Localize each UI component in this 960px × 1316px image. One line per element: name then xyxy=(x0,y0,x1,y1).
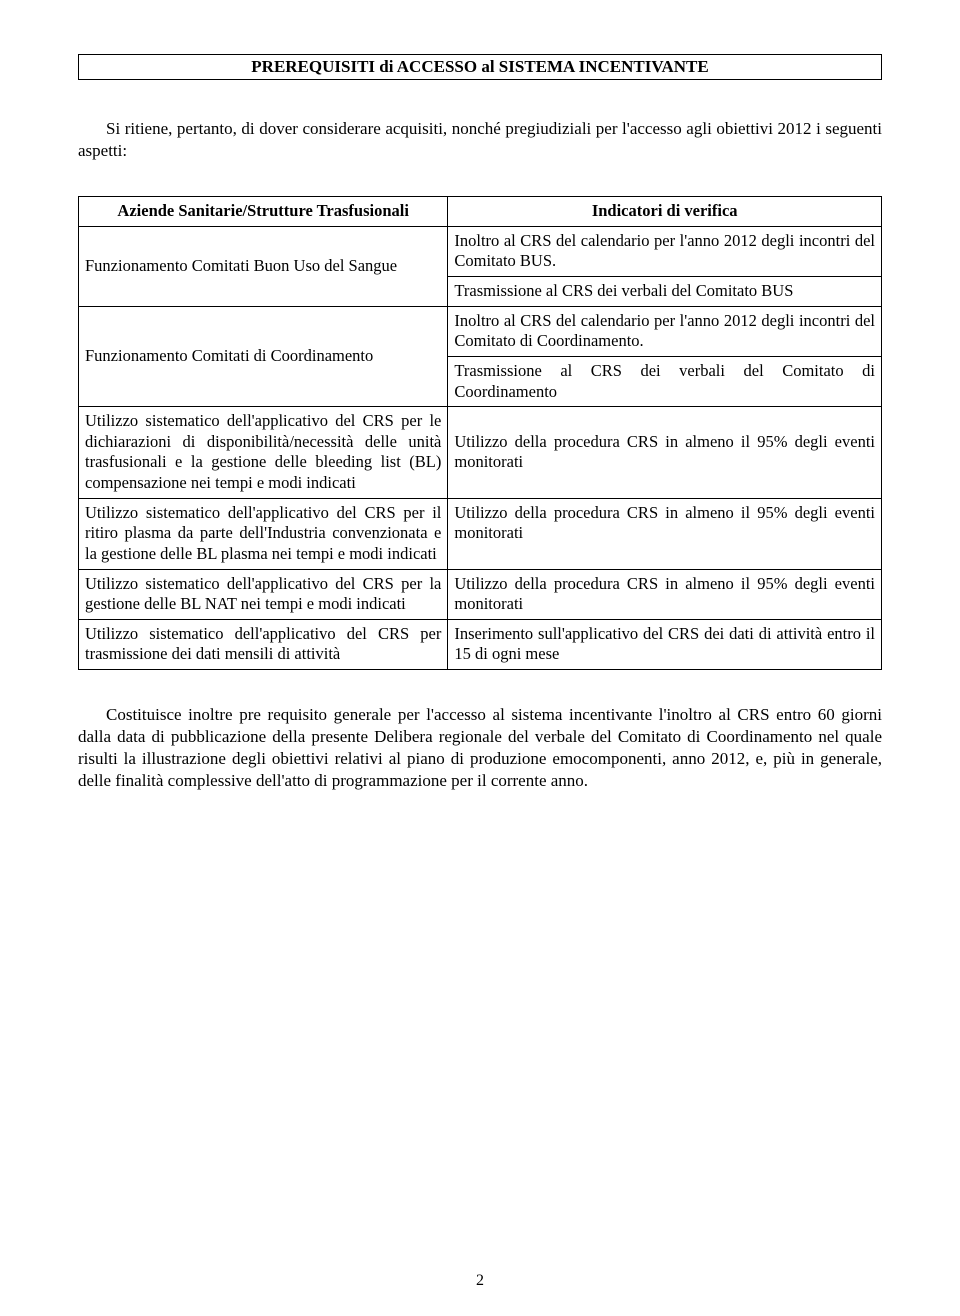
page-title: PREREQUISITI di ACCESSO al SISTEMA INCEN… xyxy=(251,57,708,76)
header-right: Indicatori di verifica xyxy=(448,197,882,227)
page: PREREQUISITI di ACCESSO al SISTEMA INCEN… xyxy=(0,0,960,1316)
row4-right: Utilizzo della procedura CRS in almeno i… xyxy=(448,498,882,569)
table-row: Utilizzo sistematico dell'applicativo de… xyxy=(79,498,882,569)
requirements-table: Aziende Sanitarie/Strutture Trasfusional… xyxy=(78,196,882,670)
page-number: 2 xyxy=(0,1272,960,1290)
row1-right-b: Trasmissione al CRS dei verbali del Comi… xyxy=(448,277,882,307)
closing-paragraph: Costituisce inoltre pre requisito genera… xyxy=(78,704,882,792)
row5-right: Utilizzo della procedura CRS in almeno i… xyxy=(448,569,882,619)
table-row: Utilizzo sistematico dell'applicativo de… xyxy=(79,619,882,669)
row3-left: Utilizzo sistematico dell'applicativo de… xyxy=(79,407,448,499)
row3-right: Utilizzo della procedura CRS in almeno i… xyxy=(448,407,882,499)
row1-right-a: Inoltro al CRS del calendario per l'anno… xyxy=(448,226,882,276)
row5-left: Utilizzo sistematico dell'applicativo de… xyxy=(79,569,448,619)
table-row: Funzionamento Comitati Buon Uso del Sang… xyxy=(79,226,882,276)
row6-left: Utilizzo sistematico dell'applicativo de… xyxy=(79,619,448,669)
row4-left: Utilizzo sistematico dell'applicativo de… xyxy=(79,498,448,569)
row2-left: Funzionamento Comitati di Coordinamento xyxy=(79,306,448,407)
intro-paragraph: Si ritiene, pertanto, di dover considera… xyxy=(78,118,882,162)
row1-left: Funzionamento Comitati Buon Uso del Sang… xyxy=(79,226,448,306)
table-header-row: Aziende Sanitarie/Strutture Trasfusional… xyxy=(79,197,882,227)
table-row: Utilizzo sistematico dell'applicativo de… xyxy=(79,407,882,499)
table-row: Funzionamento Comitati di Coordinamento … xyxy=(79,306,882,356)
row2-right-b: Trasmissione al CRS dei verbali del Comi… xyxy=(448,356,882,406)
row2-right-a: Inoltro al CRS del calendario per l'anno… xyxy=(448,306,882,356)
table-row: Utilizzo sistematico dell'applicativo de… xyxy=(79,569,882,619)
header-left: Aziende Sanitarie/Strutture Trasfusional… xyxy=(79,197,448,227)
row6-right: Inserimento sull'applicativo del CRS dei… xyxy=(448,619,882,669)
page-title-box: PREREQUISITI di ACCESSO al SISTEMA INCEN… xyxy=(78,54,882,80)
